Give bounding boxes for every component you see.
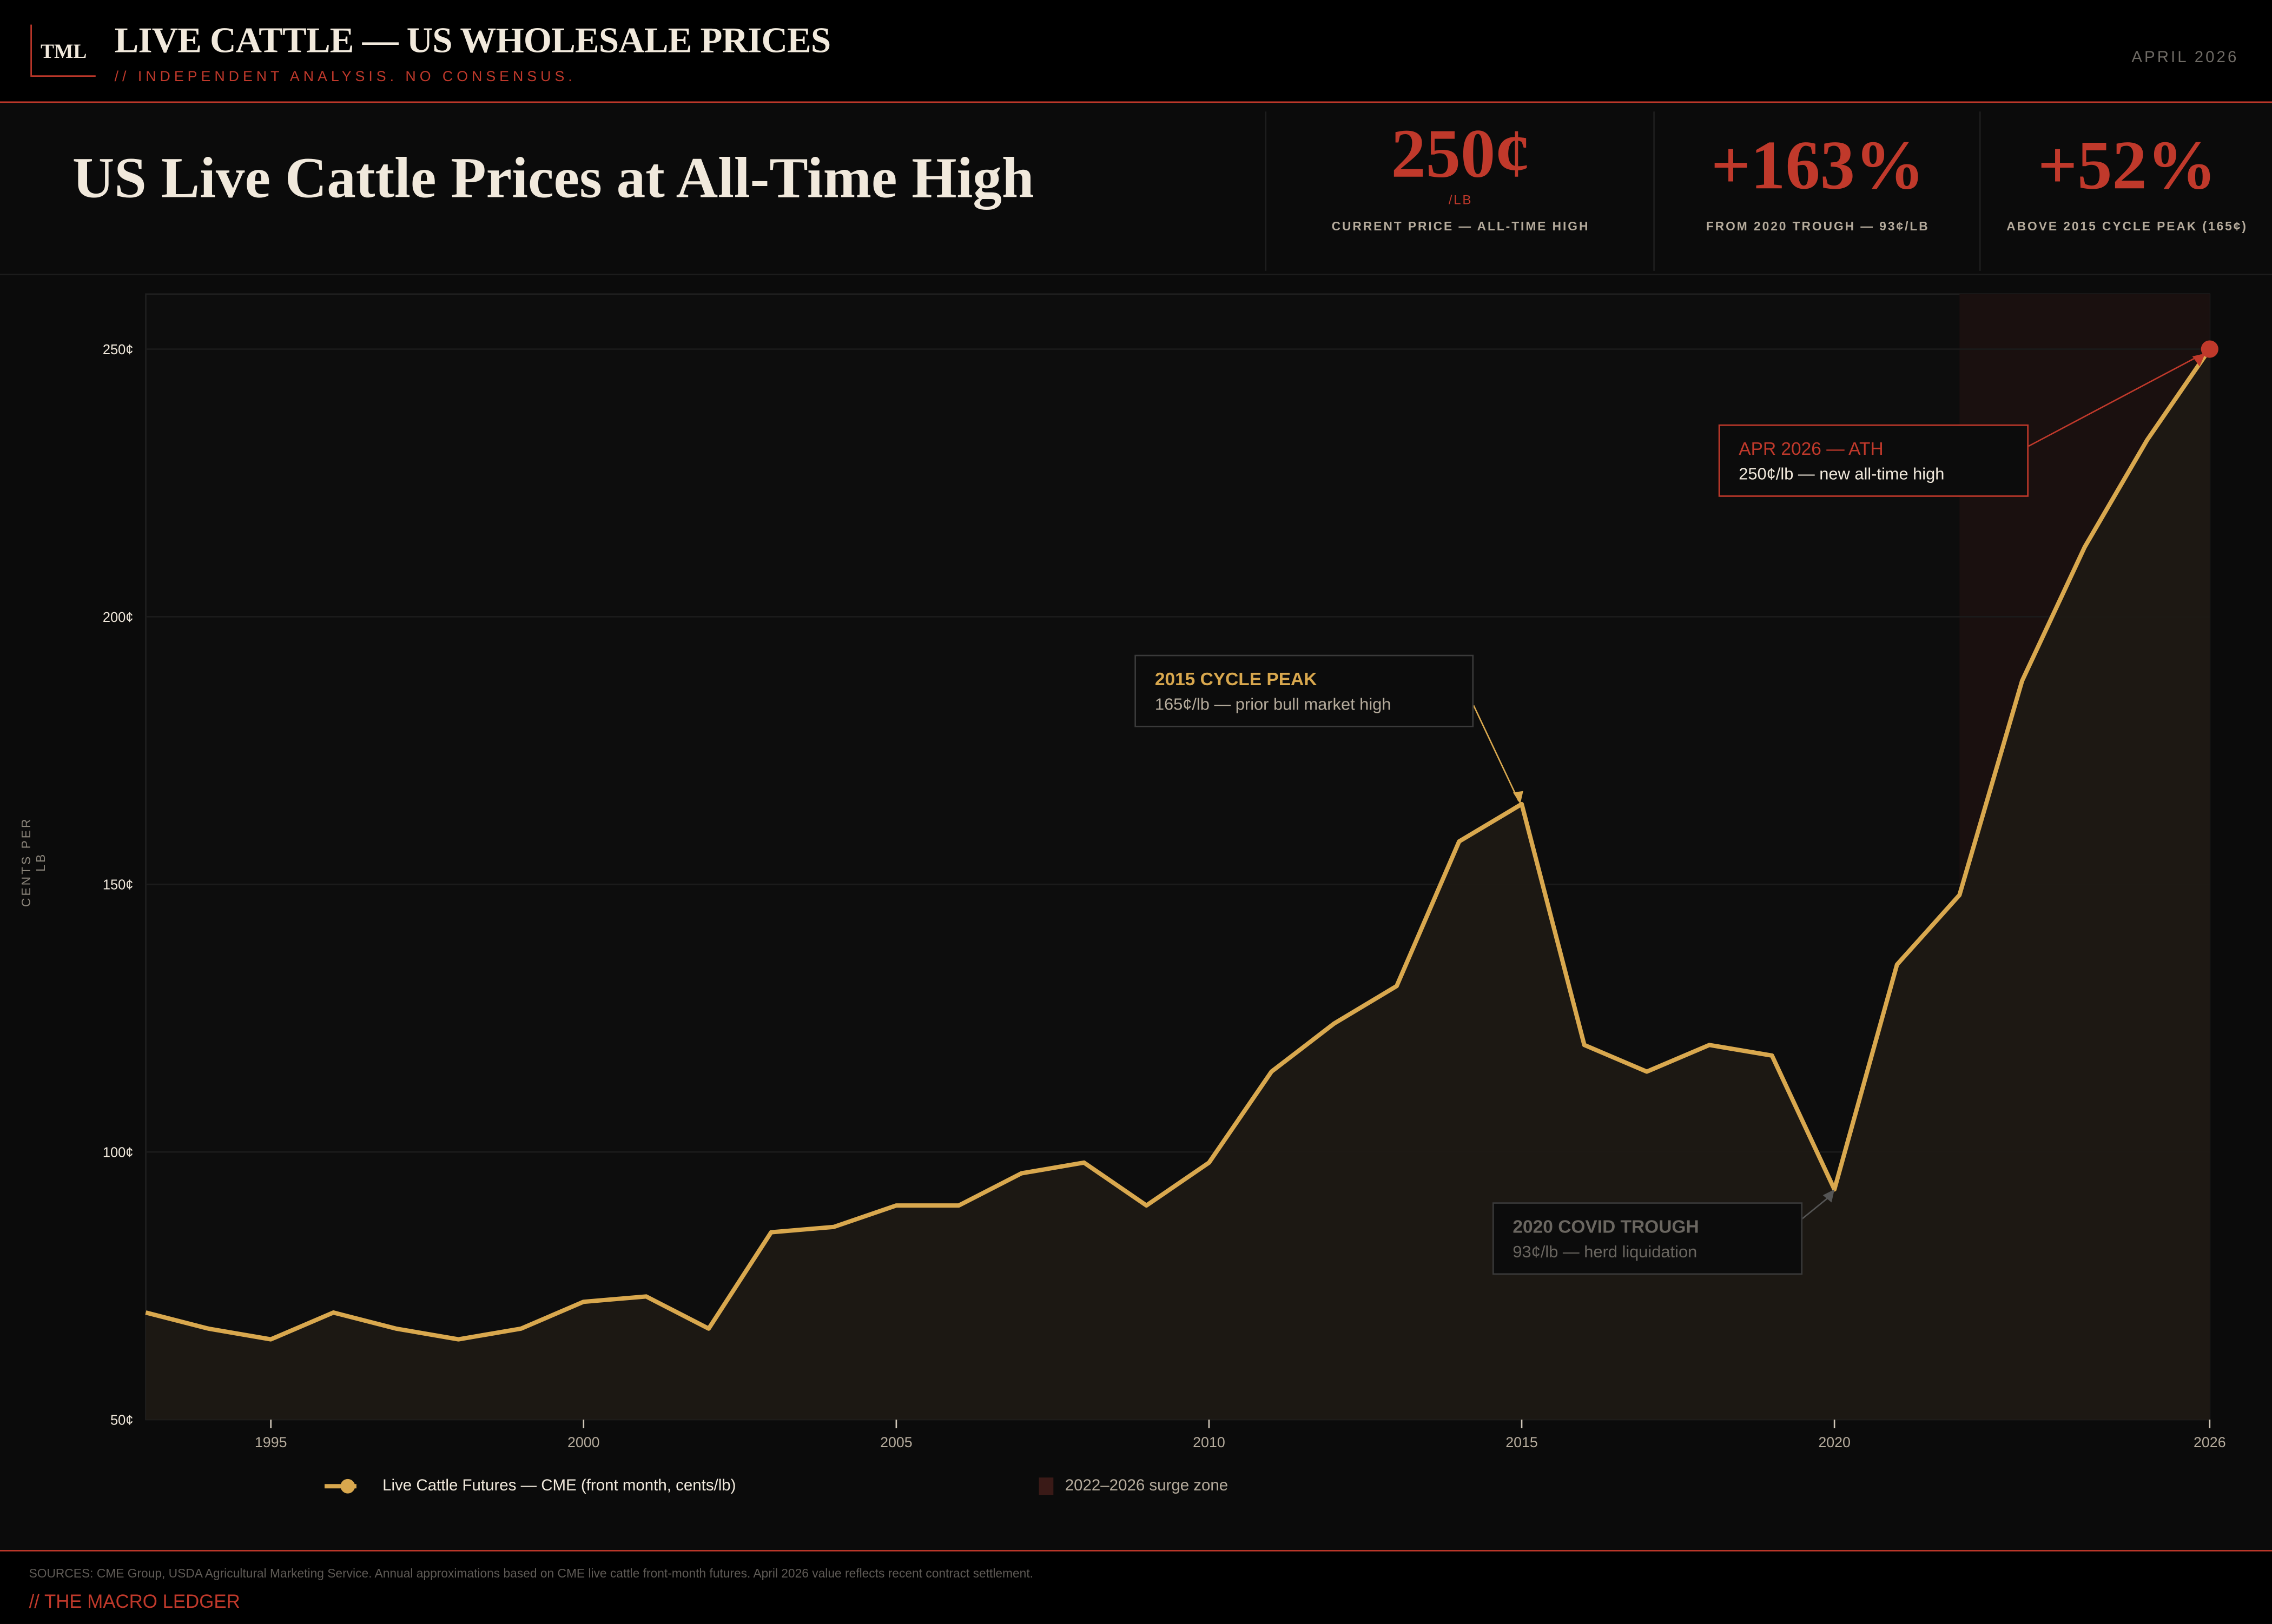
annotation-text: 93¢/lb — herd liquidation <box>1513 1244 1698 1262</box>
x-tick-label: 2000 <box>567 1434 600 1450</box>
y-tick-label: 50¢ <box>110 1413 133 1428</box>
stat-label: ABOVE 2015 CYCLE PEAK (165¢) <box>2006 218 2248 234</box>
data-point <box>1146 1205 1147 1206</box>
data-point <box>208 1328 209 1329</box>
annotation-2020-trough: 2020 COVID TROUGH 93¢/lb — herd liquidat… <box>1492 1202 1803 1275</box>
legend-line-marker-icon <box>324 1479 356 1494</box>
annotation-text: 250¢/lb — new all-time high <box>1739 466 1945 484</box>
y-axis-label: CENTS PER LB <box>18 817 48 907</box>
date: APRIL 2026 <box>2131 49 2239 67</box>
stat-label: FROM 2020 TROUGH — 93¢/LB <box>1706 218 1930 234</box>
stat-value: 250¢ <box>1391 116 1530 193</box>
sources-note: SOURCES: CME Group, USDA Agricultural Ma… <box>29 1566 1033 1581</box>
x-tick-label: 2010 <box>1193 1434 1225 1450</box>
stat-label: CURRENT PRICE — ALL-TIME HIGH <box>1331 218 1590 234</box>
data-point <box>1021 1173 1022 1174</box>
annotation-title: 2015 CYCLE PEAK <box>1154 669 1317 690</box>
y-tick-label: 200¢ <box>103 610 134 625</box>
top-bar: TML LIVE CATTLE — US WHOLESALE PRICES //… <box>0 0 2272 103</box>
stat-above-peak: +52% ABOVE 2015 CYCLE PEAK (165¢) <box>1979 111 2272 271</box>
stat-value: +163% <box>1710 127 1925 204</box>
annotation-2015-peak: 2015 CYCLE PEAK 165¢/lb — prior bull mar… <box>1134 654 1474 727</box>
footer-brand: // THE MACRO LEDGER <box>29 1590 240 1613</box>
legend-item-surge-zone: 2022–2026 surge zone <box>1039 1477 1229 1495</box>
annotation-2026-ath: APR 2026 — ATH 250¢/lb — new all-time hi… <box>1718 424 2029 497</box>
arrowhead-icon <box>1513 791 1523 804</box>
legend-item-live-cattle: Live Cattle Futures — CME (front month, … <box>324 1477 736 1495</box>
data-point <box>395 1328 397 1329</box>
hero: US Live Cattle Prices at All-Time High 2… <box>0 103 2272 275</box>
logo-text: TML <box>40 42 87 64</box>
annotation-text: 165¢/lb — prior bull market high <box>1154 697 1391 714</box>
stat-value: +52% <box>2037 127 2217 204</box>
annotation-arrow-ath <box>2028 354 2202 447</box>
series-line <box>145 348 2212 1342</box>
y-tick-label: 100¢ <box>103 1145 134 1161</box>
x-tick-label: 2015 <box>1505 1434 1538 1450</box>
legend-label: Live Cattle Futures — CME (front month, … <box>382 1477 736 1495</box>
annotation-title: APR 2026 — ATH <box>1739 439 1884 460</box>
data-point <box>458 1339 459 1340</box>
data-point <box>270 1339 271 1340</box>
data-point <box>2146 440 2148 441</box>
tagline: // INDEPENDENT ANALYSIS. NO CONSENSUS. <box>114 69 576 86</box>
x-tick-label: 1995 <box>255 1434 287 1450</box>
legend-label: 2022–2026 surge zone <box>1065 1477 1229 1495</box>
data-point <box>896 1205 897 1206</box>
stat-from-trough: +163% FROM 2020 TROUGH — 93¢/LB <box>1653 111 1980 271</box>
y-tick-label: 250¢ <box>103 342 134 357</box>
arrowhead-icon <box>1822 1189 1835 1203</box>
legend-swatch-icon <box>1039 1477 1054 1495</box>
annotation-title: 2020 COVID TROUGH <box>1513 1216 1699 1237</box>
page-title: US Live Cattle Prices at All-Time High <box>72 144 1034 210</box>
footer: SOURCES: CME Group, USDA Agricultural Ma… <box>0 1550 2272 1624</box>
data-point <box>1333 1023 1335 1024</box>
stat-current-price: 250¢ /LB CURRENT PRICE — ALL-TIME HIGH <box>1265 111 1655 271</box>
brand-title: LIVE CATTLE — US WHOLESALE PRICES <box>114 22 831 61</box>
area-fill <box>146 349 2210 1420</box>
x-tick-label: 2020 <box>1818 1434 1851 1450</box>
ath-marker <box>2201 340 2218 358</box>
x-tick-label: 2026 <box>2194 1434 2226 1450</box>
annotation-arrow-peak <box>1472 705 1520 802</box>
logo: TML <box>30 24 96 77</box>
arrowhead-icon <box>2192 353 2205 367</box>
stat-unit: /LB <box>1448 193 1473 208</box>
x-tick-label: 2005 <box>880 1434 913 1450</box>
data-point <box>1271 1071 1272 1072</box>
data-point <box>1959 894 1960 896</box>
y-tick-label: 150¢ <box>103 878 134 893</box>
